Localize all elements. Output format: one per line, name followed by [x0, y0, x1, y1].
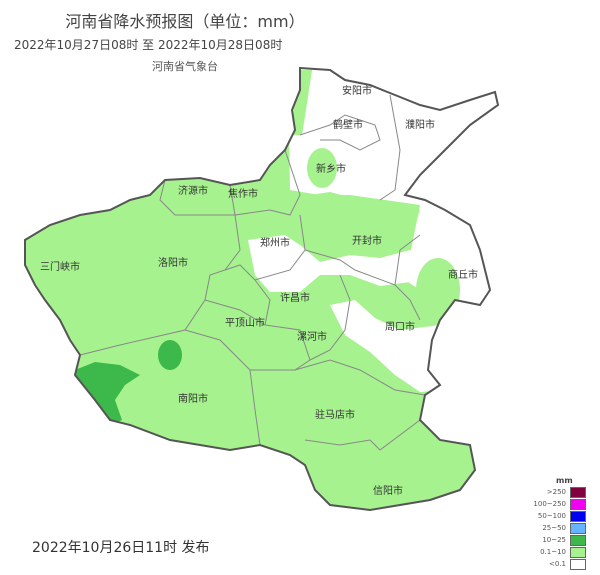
no-rain-zhoukou [330, 300, 445, 392]
city-label: 新乡市 [316, 162, 346, 175]
city-label: 焦作市 [228, 187, 258, 200]
forecast-period: 2022年10月27日08时 至 2022年10月28日08时 [14, 38, 283, 52]
city-label: 郑州市 [260, 236, 290, 249]
city-label: 安阳市 [342, 84, 372, 97]
rain-area-moderate [75, 362, 140, 425]
city-label: 南阳市 [178, 392, 208, 405]
legend-swatch [570, 499, 586, 510]
legend-label: 100~250 [533, 500, 566, 508]
legend-item: 0.1~10 [514, 547, 600, 558]
rain-area-moderate-small [158, 340, 182, 370]
city-labels: 安阳市 鹤壁市 濮阳市 新乡市 焦作市 济源市 郑州市 开封市 三门峡市 洛阳市… [40, 84, 478, 497]
legend-unit: mm [556, 476, 573, 485]
rain-shangqiu [416, 258, 460, 322]
city-label: 商丘市 [448, 268, 478, 281]
city-label: 漯河市 [297, 330, 327, 343]
city-label: 驻马店市 [315, 408, 355, 421]
rain-jiaozuo [254, 172, 282, 208]
city-label: 濮阳市 [405, 118, 435, 131]
legend-swatch [570, 559, 586, 570]
no-rain-central [248, 235, 425, 292]
city-label: 三门峡市 [40, 260, 80, 273]
city-label: 洛阳市 [158, 256, 188, 269]
rain-xinxiang [307, 148, 337, 188]
legend-item: 25~50 [514, 523, 600, 534]
legend-swatch [570, 511, 586, 522]
city-label: 开封市 [352, 234, 382, 247]
city-label: 信阳市 [373, 484, 403, 497]
issuer: 河南省气象台 [152, 60, 218, 73]
city-label: 济源市 [178, 184, 208, 197]
legend-label: 10~25 [542, 536, 566, 544]
legend-swatch [570, 523, 586, 534]
city-label: 许昌市 [280, 291, 310, 304]
legend-item: 100~250 [514, 499, 600, 510]
legend-item: >250 [514, 487, 600, 498]
legend-swatch [570, 547, 586, 558]
city-label: 周口市 [385, 320, 415, 333]
city-boundaries [79, 94, 426, 451]
city-label: 平顶山市 [225, 316, 265, 329]
legend-item: <0.1 [514, 559, 600, 570]
legend-label: 0.1~10 [540, 548, 566, 556]
legend-label: 50~100 [537, 512, 566, 520]
legend-item: 10~25 [514, 535, 600, 546]
city-label: 鹤壁市 [333, 118, 363, 131]
legend-item: 50~100 [514, 511, 600, 522]
no-rain-north [288, 68, 498, 215]
legend-label: <0.1 [549, 560, 566, 568]
rain-band [290, 192, 420, 228]
legend-swatch [570, 487, 586, 498]
release-time: 2022年10月26日11时 发布 [32, 540, 210, 556]
map-title: 河南省降水预报图（单位：mm） [65, 12, 305, 31]
legend-label: >250 [546, 488, 566, 496]
legend-swatch [570, 535, 586, 546]
legend-label: 25~50 [542, 524, 566, 532]
